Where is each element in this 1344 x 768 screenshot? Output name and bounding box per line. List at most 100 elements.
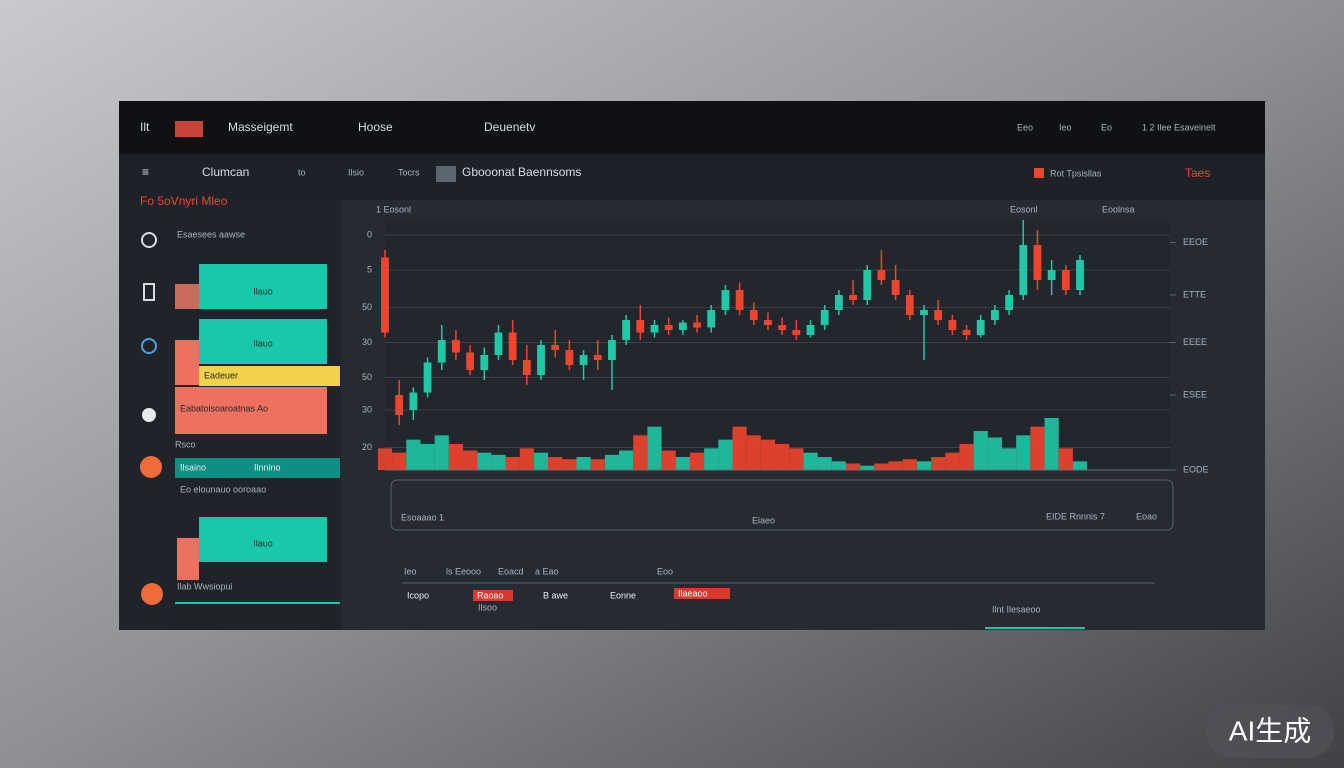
candle-body bbox=[905, 295, 914, 315]
candle-body bbox=[920, 310, 928, 315]
volume-bar bbox=[689, 452, 705, 470]
logo-badge bbox=[175, 121, 203, 137]
icon[interactable] bbox=[140, 456, 162, 478]
candle-body bbox=[1005, 295, 1013, 310]
sidebar-subtitle: Esaesees aawse bbox=[177, 229, 245, 239]
label: Ilsaino bbox=[180, 462, 206, 472]
candle-body bbox=[962, 330, 971, 335]
candle-body bbox=[579, 355, 588, 365]
candle-body bbox=[1061, 270, 1070, 290]
label: Ilab Wwsiopui bbox=[177, 581, 233, 591]
badge bbox=[473, 590, 513, 601]
candle-body bbox=[381, 257, 389, 333]
sidebar-title: Fo 5oVnyri Mleo bbox=[140, 194, 228, 208]
tile bbox=[177, 538, 199, 580]
y-tick-label: 0 bbox=[367, 229, 372, 239]
nav-right[interactable]: Ieo bbox=[1059, 122, 1072, 132]
candle-body bbox=[778, 325, 787, 330]
candle-body bbox=[749, 310, 758, 320]
volume-bar bbox=[704, 448, 719, 470]
volume-bar bbox=[647, 426, 662, 470]
volume-bar bbox=[463, 450, 478, 470]
candle-body bbox=[636, 320, 645, 333]
volume-bar bbox=[533, 452, 549, 470]
tool-icon bbox=[436, 166, 456, 182]
tool-item[interactable]: Gbooonat Baennsoms bbox=[462, 165, 581, 179]
nav-right[interactable]: Eeo bbox=[1017, 122, 1033, 132]
nav-item[interactable]: Hoose bbox=[358, 120, 393, 134]
y2-tick-label: ETTE bbox=[1183, 289, 1206, 299]
candle-body bbox=[480, 355, 489, 370]
nav-item[interactable]: Deuenetv bbox=[484, 120, 535, 134]
candle-body bbox=[551, 345, 560, 350]
menu-icon[interactable]: ≡ bbox=[142, 165, 149, 179]
chart-label: EIDE Rnnnis 7 bbox=[1046, 511, 1105, 521]
logo: Ilt bbox=[140, 120, 150, 134]
tool-right[interactable]: Rot Tpsisllas bbox=[1050, 168, 1102, 178]
icon[interactable] bbox=[141, 338, 157, 354]
volume-bar bbox=[675, 457, 690, 470]
table-header: Ieo bbox=[404, 566, 417, 576]
table-header: Eoo bbox=[657, 566, 673, 576]
button[interactable] bbox=[199, 264, 327, 309]
button[interactable] bbox=[199, 517, 327, 562]
icon[interactable] bbox=[141, 232, 157, 248]
volume-bar bbox=[661, 450, 676, 470]
y-tick-label: 30 bbox=[362, 404, 372, 414]
candle-body bbox=[877, 270, 886, 280]
volume-bar bbox=[562, 459, 577, 470]
icon[interactable] bbox=[141, 583, 163, 605]
button[interactable] bbox=[199, 319, 327, 364]
candle-body bbox=[1047, 270, 1056, 280]
nav-right[interactable]: Eo bbox=[1101, 122, 1112, 132]
volume-bar bbox=[760, 439, 776, 470]
candle-body bbox=[891, 280, 900, 295]
bar bbox=[199, 366, 340, 386]
candle-body bbox=[622, 320, 631, 340]
button-label[interactable]: Ilauo bbox=[253, 338, 273, 348]
toolbar bbox=[119, 154, 1265, 200]
tool-right[interactable]: Taes bbox=[1185, 166, 1210, 180]
table-cell: Eonne bbox=[610, 590, 636, 600]
volume-bar bbox=[860, 465, 875, 470]
tool-item[interactable]: Tocrs bbox=[398, 167, 420, 177]
volume-bar bbox=[505, 457, 520, 470]
tool-item[interactable]: Ilsio bbox=[348, 167, 364, 177]
table-cell: Icopo bbox=[407, 590, 429, 600]
volume-bar bbox=[448, 444, 464, 470]
candle-body bbox=[423, 362, 432, 393]
chart-label: Eoao bbox=[1136, 511, 1157, 521]
button-label[interactable]: Ilauo bbox=[253, 286, 273, 296]
candle-body bbox=[409, 392, 418, 410]
volume-bar bbox=[1030, 426, 1045, 470]
volume-bar bbox=[831, 461, 846, 470]
watermark: AI生成 bbox=[1229, 715, 1311, 746]
volume-bar bbox=[732, 426, 747, 470]
y2-tick-label: ESEE bbox=[1183, 389, 1207, 399]
nav-right[interactable]: 1 2 Ilee Esaveinelt bbox=[1142, 122, 1216, 132]
tool-item[interactable]: Clumcan bbox=[202, 165, 249, 179]
volume-bar bbox=[959, 444, 974, 470]
tool-item[interactable]: to bbox=[298, 167, 306, 177]
volume-bar bbox=[434, 435, 449, 470]
tile bbox=[175, 340, 199, 385]
icon[interactable] bbox=[142, 408, 156, 422]
volume-bar bbox=[1001, 448, 1017, 470]
candle-body bbox=[650, 325, 659, 333]
y-tick-label: 5 bbox=[367, 264, 372, 274]
candle-body bbox=[437, 340, 446, 363]
label: Eo elounauo ooroaao bbox=[180, 484, 266, 494]
y-tick-label: 20 bbox=[362, 442, 372, 452]
volume-bar bbox=[874, 463, 889, 470]
volume-bar bbox=[633, 435, 648, 470]
bar bbox=[175, 387, 327, 434]
candle-body bbox=[934, 310, 943, 320]
candle-body bbox=[990, 310, 999, 320]
chart-label: Eosonl bbox=[1010, 204, 1038, 214]
icon[interactable] bbox=[143, 283, 155, 301]
button-label[interactable]: Ilauo bbox=[253, 538, 273, 548]
volume-bar bbox=[548, 457, 563, 470]
volume-bar bbox=[973, 431, 988, 470]
nav-item[interactable]: Masseigemt bbox=[228, 120, 293, 134]
